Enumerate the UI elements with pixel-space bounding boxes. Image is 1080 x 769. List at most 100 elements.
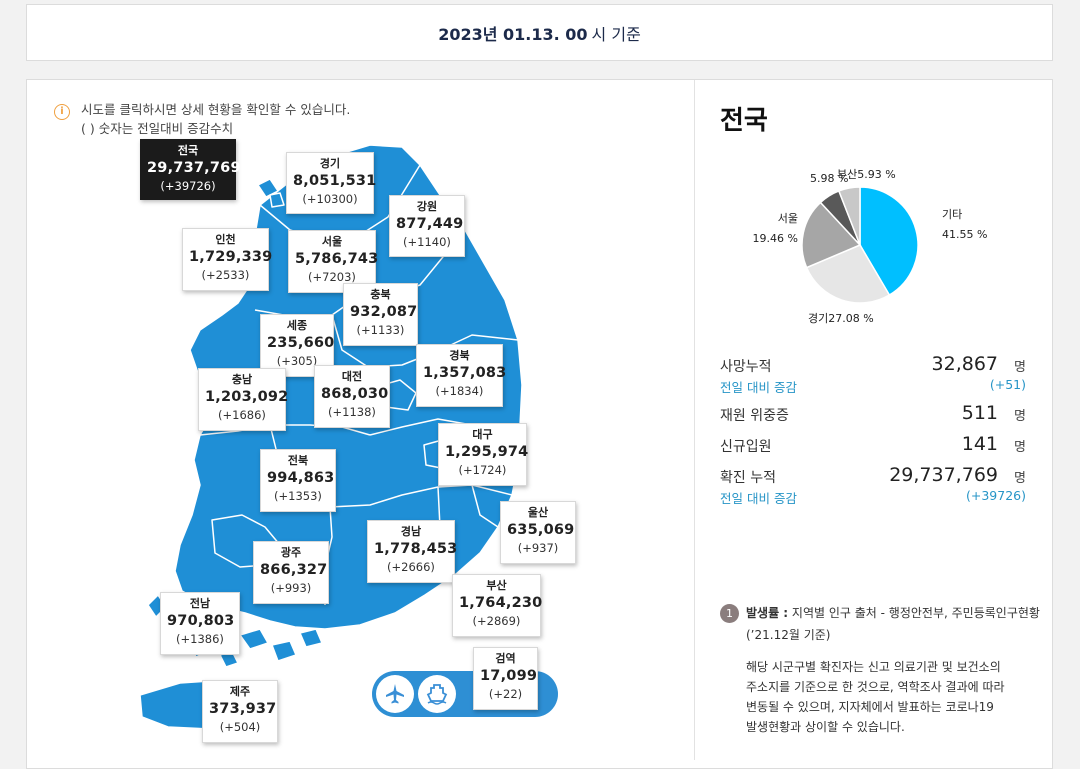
footnote-number: 1 [720,604,739,623]
region-name: 충남 [231,373,253,386]
region-value: 1,295,974 [445,444,529,460]
region-label-national[interactable]: 전국 29,737,769 (+39726) [140,139,241,200]
region-label-busan[interactable]: 부산 1,764,230 (+2869) [452,574,542,637]
region-label-gyeongbuk[interactable]: 경북 1,357,083 (+1834) [416,344,507,407]
unit: 명 [1014,440,1026,455]
region-name: 전북 [287,454,309,467]
region-delta: (+1724) [458,463,507,477]
region-name: 부산 [486,579,507,592]
footnote-line: 해당 시군구별 확진자는 신고 의료기관 및 보건소의 [746,660,1001,674]
region-name: 대전 [341,370,363,383]
region-name: 광주 [280,546,302,559]
admission-label: 신규입원 [720,439,772,455]
summary-title: 전국 [720,106,768,136]
region-label-gyeongnam[interactable]: 경남 1,778,453 (+2666) [367,520,458,583]
pie-label-name: 기타 [942,208,962,221]
region-label-jeju[interactable]: 제주 373,937 (+504) [202,680,278,743]
region-label-quarantine[interactable]: 검역 17,099 (+22) [473,647,538,710]
region-name: 전남 [189,597,211,610]
region-delta: (+2666) [387,560,435,574]
region-label-gyeonggi[interactable]: 경기 8,051,531 (+10300) [286,152,377,214]
region-delta: (+1386) [176,632,224,646]
region-value: 8,051,531 [293,173,377,189]
region-name: 세종 [286,319,308,332]
confirmed-row: 확진 누적 29,737,769 명 [720,463,1026,494]
region-label-seoul[interactable]: 서울 5,786,743 (+7203) [288,230,379,293]
critical-value: 511 [961,402,998,424]
region-value: 932,087 [350,304,418,320]
region-value: 866,327 [260,562,328,578]
region-value: 1,729,339 [189,249,273,265]
region-label-chungbuk[interactable]: 충북 932,087 (+1133) [343,283,418,346]
region-label-jeonbuk[interactable]: 전북 994,863 (+1353) [260,449,336,512]
region-value: 5,786,743 [295,251,379,267]
airplane-button[interactable] [376,675,414,713]
region-value: 29,737,769 [147,160,241,176]
region-label-gangwon[interactable]: 강원 877,449 (+1140) [389,195,465,257]
pie-slice [837,186,861,246]
region-delta: (+937) [517,541,559,555]
region-delta: (+7203) [308,270,356,284]
region-name: 대구 [472,428,493,441]
deaths-row: 사망누적 32,867 명 [720,352,1026,383]
region-label-jeonnam[interactable]: 전남 970,803 (+1386) [160,592,240,655]
footnote-date: (’21.12월 기준) [746,628,831,642]
pie-label-pct: 41.55 % [942,228,987,241]
ship-button[interactable] [418,675,456,713]
region-label-gwangju[interactable]: 광주 866,327 (+993) [253,541,329,604]
info-icon: i [54,104,70,120]
region-delta: (+504) [219,720,261,734]
region-name: 충북 [370,288,391,301]
deaths-change-row: 전일 대비 증감 (+51) [720,377,1026,401]
pie-slice [859,186,919,297]
ship-icon [426,684,448,705]
pie-chart: 기타 41.55 % 경기27.08 % 서울 19.46 % 5.98 %부산5.93 … [753,168,988,325]
region-name: 인천 [215,233,236,246]
unit: 명 [1014,409,1026,424]
region-value: 635,069 [507,522,575,538]
deaths-value: 32,867 [931,353,998,375]
region-name: 검역 [495,652,516,665]
footnote-title: 발생률 : 지역별 인구 출처 - 행정안전부, 주민등록인구현황 [746,603,1040,623]
confirmed-change-value: (+39726) [966,488,1026,503]
region-value: 970,803 [167,613,235,629]
unit: 명 [1014,360,1026,375]
region-name: 제주 [229,685,251,698]
notice-subtext: ( ) 숫자는 전일대비 증감수치 [81,121,234,136]
footnote-source: 지역별 인구 출처 - 행정안전부, 주민등록인구현황 [788,606,1040,620]
deaths-label: 사망누적 [720,359,772,375]
summary-stats: 사망누적 32,867 명 전일 대비 증감 (+51) 재원 위중증 511 … [720,352,1026,512]
notice-text: 시도를 클릭하시면 상세 현황을 확인할 수 있습니다. [81,102,351,117]
region-name: 강원 [416,200,438,213]
region-label-daegu[interactable]: 대구 1,295,974 (+1724) [438,423,529,486]
region-value: 373,937 [209,701,277,717]
region-label-chungnam[interactable]: 충남 1,203,092 (+1686) [198,368,289,431]
region-label-incheon[interactable]: 인천 1,729,339 (+2533) [182,228,273,291]
region-delta: (+1140) [403,235,451,249]
date-value: 2023년 01.13. 00 [438,24,588,44]
admission-value: 141 [961,433,998,455]
critical-row: 재원 위중증 511 명 [720,401,1026,432]
region-value: 877,449 [396,216,464,232]
region-delta: (+22) [488,687,523,701]
region-delta: (+39726) [160,179,216,193]
critical-label: 재원 위중증 [720,408,789,424]
pie-label: 경기27.08 % [808,312,874,325]
pie-label-pct: 19.46 % [753,232,798,245]
region-value: 1,357,083 [423,365,507,381]
admission-row: 신규입원 141 명 [720,432,1026,463]
region-delta: (+1834) [435,384,484,398]
region-name: 경남 [400,525,422,538]
footnote-line: 발생현황과 상이할 수 있습니다. [746,720,905,734]
region-value: 1,203,092 [205,389,289,405]
footnote-line: 주소지를 기준으로 한 것으로, 역학조사 결과에 따라 [746,680,1005,694]
region-label-ulsan[interactable]: 울산 635,069 (+937) [500,501,576,564]
region-value: 1,778,453 [374,541,458,557]
region-delta: (+1686) [218,408,266,422]
region-label-daejeon[interactable]: 대전 868,030 (+1138) [314,365,390,428]
confirmed-change-label: 전일 대비 증감 [720,491,797,506]
airplane-icon [386,684,404,704]
footnote-line: 변동될 수 있으며, 지자체에서 발표하는 코로나19 [746,700,994,714]
footnote-bold: 발생률 : [746,606,789,620]
region-name: 서울 [321,235,343,248]
